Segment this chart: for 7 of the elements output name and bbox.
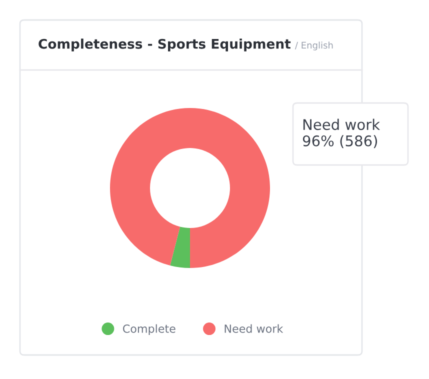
text: Need work 96% (586) [302, 118, 380, 148]
donut-slice [110, 108, 270, 268]
legend-label: Complete [123, 324, 176, 335]
chart-title: Completeness - Sports Equipment [38, 38, 291, 52]
legend-label: Need work [224, 324, 284, 333]
donut-slice [170, 226, 190, 268]
text: / English [294, 42, 333, 50]
